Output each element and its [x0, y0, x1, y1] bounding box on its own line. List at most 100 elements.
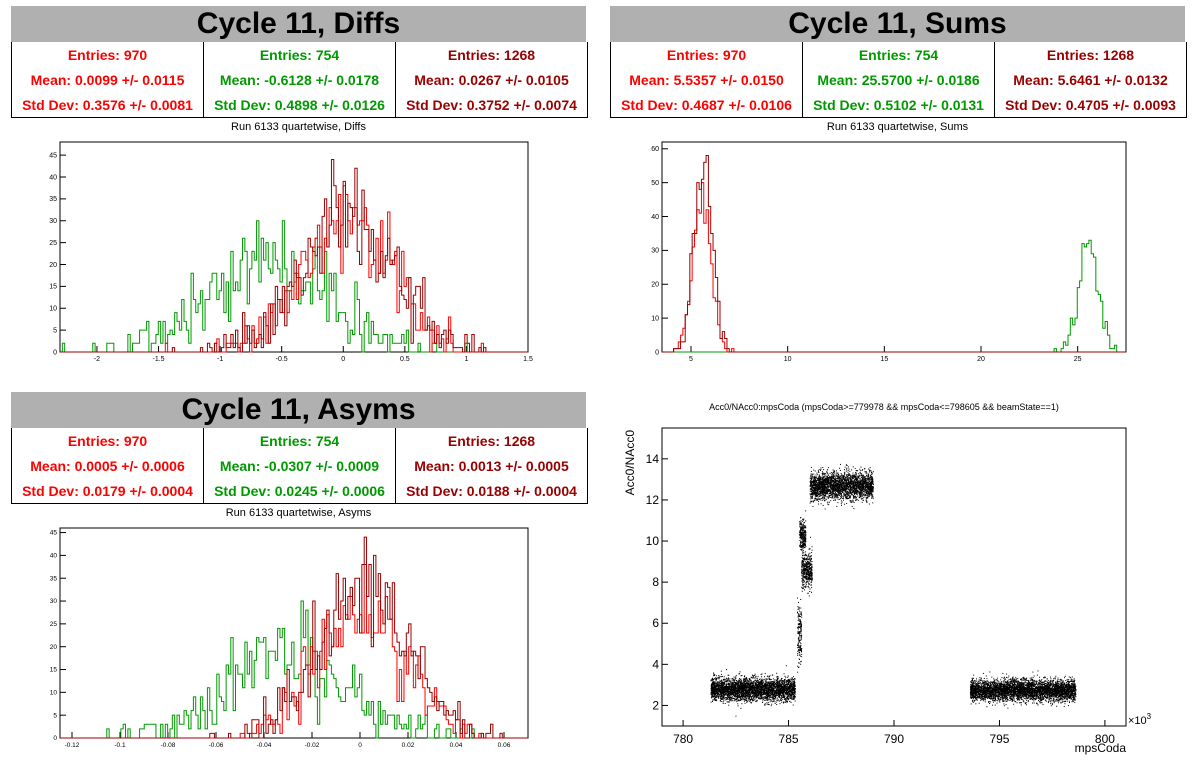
acc-ytick-label: 14 — [646, 452, 660, 466]
stat-entries: Entries: 754 — [259, 432, 340, 449]
stat-std: Std Dev: 0.4898 +/- 0.0126 — [214, 96, 385, 113]
sums-stats-green: Entries: 754 Mean: 25.5700 +/- 0.0186 St… — [803, 42, 995, 117]
asyms-ytick-label: 30 — [50, 598, 58, 605]
sums-ytick-label: 40 — [651, 214, 659, 221]
stat-entries: Entries: 754 — [858, 46, 939, 63]
asyms-xtick-label: -0.02 — [305, 742, 320, 749]
diffs-stats-box: Entries: 970 Mean: 0.0099 +/- 0.0115 Std… — [11, 42, 588, 118]
asyms-xtick-label: 0.06 — [498, 742, 511, 749]
stat-std: Std Dev: 0.3752 +/- 0.0074 — [406, 96, 577, 113]
asyms-ytick-label: 20 — [50, 644, 58, 651]
stat-mean: Mean: 0.0005 +/- 0.0006 — [30, 457, 185, 474]
stat-entries: Entries: 754 — [259, 46, 340, 63]
sums-stats-box: Entries: 970 Mean: 5.5357 +/- 0.0150 Std… — [610, 42, 1187, 118]
diffs-series-2 — [60, 159, 528, 353]
diffs-xtick-label: 0 — [341, 356, 345, 363]
diffs-xtick-label: -1 — [217, 356, 223, 363]
acc-xlabel: mpsCoda — [1075, 741, 1127, 755]
diffs-xtick-label: 0.5 — [400, 356, 410, 363]
sums-xtick-label: 10 — [784, 356, 792, 363]
diffs-title: Cycle 11, Diffs — [11, 6, 586, 42]
sums-frame — [661, 141, 1127, 353]
asyms-ytick-label: 0 — [53, 735, 57, 742]
acc-ylabel: Acc0/NAcc0 — [623, 430, 637, 496]
diffs-ytick-label: 0 — [53, 349, 57, 356]
asyms-stats-red: Entries: 970 Mean: 0.0005 +/- 0.0006 Std… — [12, 428, 204, 503]
acc-points — [710, 463, 1077, 717]
acc-x-exponent: ×103 — [1128, 712, 1152, 727]
diffs-ytick-label: 15 — [49, 284, 57, 291]
sums-xtick-label: 5 — [689, 356, 693, 363]
asyms-stats-green: Entries: 754 Mean: -0.0307 +/- 0.0009 St… — [204, 428, 396, 503]
acc-ytick-label: 2 — [652, 698, 659, 712]
stat-entries: Entries: 970 — [67, 432, 148, 449]
diffs-series-0 — [60, 220, 528, 353]
asyms-hist-title: Run 6133 quartetwise, Asyms — [225, 507, 372, 519]
diffs-ytick-label: 45 — [49, 152, 57, 159]
sums-ytick-label: 60 — [651, 146, 659, 153]
sums-stats-darkred: Entries: 1268 Mean: 5.6461 +/- 0.0132 St… — [995, 42, 1186, 117]
acc-xtick-label: 790 — [884, 732, 904, 746]
sums-ytick-label: 30 — [651, 248, 659, 255]
stat-entries: Entries: 970 — [666, 46, 747, 63]
diffs-ytick-label: 25 — [49, 240, 57, 247]
stat-std: Std Dev: 0.0179 +/- 0.0004 — [22, 482, 193, 499]
stat-std: Std Dev: 0.0245 +/- 0.0006 — [214, 482, 385, 499]
sums-series-2 — [662, 155, 1126, 353]
sums-histogram: 5 10 15 20 25 0 10 20 30 40 50 60 — [651, 141, 1127, 363]
acc-frame — [661, 427, 1127, 727]
asyms-series-2 — [60, 536, 528, 739]
asyms-xtick-label: 0 — [358, 742, 362, 749]
asyms-ytick-label: 45 — [50, 530, 58, 537]
diffs-stats-darkred: Entries: 1268 Mean: 0.0267 +/- 0.0105 St… — [396, 42, 587, 117]
asyms-frame — [59, 527, 529, 739]
diffs-xtick-label: 1.5 — [523, 356, 533, 363]
asyms-xtick-label: -0.12 — [65, 742, 80, 749]
asyms-xtick-label: -0.04 — [257, 742, 272, 749]
sums-xtick-label: 20 — [977, 356, 985, 363]
sums-stats-red: Entries: 970 Mean: 5.5357 +/- 0.0150 Std… — [611, 42, 803, 117]
diffs-ytick-label: 40 — [49, 174, 57, 181]
diffs-stats-red: Entries: 970 Mean: 0.0099 +/- 0.0115 Std… — [12, 42, 204, 117]
asyms-xtick-label: -0.06 — [209, 742, 224, 749]
acc-xtick-label: 785 — [779, 732, 799, 746]
diffs-histogram: -2 -1.5 -1 -0.5 0 0.5 1 1.5 0 5 10 15 20 25 30 35 40 45 — [49, 141, 533, 363]
diffs-ytick-label: 5 — [53, 327, 57, 334]
acc-ytick-label: 12 — [646, 493, 660, 507]
stat-mean: Mean: 25.5700 +/- 0.0186 — [817, 71, 980, 88]
asyms-xtick-label: 0.04 — [450, 742, 463, 749]
diffs-ytick-label: 30 — [49, 218, 57, 225]
asyms-histogram: -0.12 -0.1 -0.08 -0.06 -0.04 -0.02 0 0.02 0.04 0.… — [50, 527, 529, 749]
diffs-hist-title: Run 6133 quartetwise, Diffs — [231, 121, 366, 133]
sums-xtick-label: 25 — [1074, 356, 1082, 363]
asyms-ytick-label: 35 — [50, 575, 58, 582]
stat-entries: Entries: 1268 — [447, 46, 536, 63]
sums-ytick-label: 0 — [655, 349, 659, 356]
asyms-series-0 — [60, 600, 528, 739]
sums-ytick-label: 10 — [651, 315, 659, 322]
stat-mean: Mean: 0.0013 +/- 0.0005 — [414, 457, 569, 474]
sums-series-1 — [662, 182, 1126, 353]
diffs-xtick-label: -2 — [94, 356, 100, 363]
acc-ytick-label: 4 — [652, 657, 659, 671]
asyms-ytick-label: 5 — [53, 712, 57, 719]
diffs-ytick-label: 10 — [49, 306, 57, 313]
diffs-ytick-label: 35 — [49, 196, 57, 203]
asyms-xtick-label: -0.08 — [161, 742, 176, 749]
asyms-stats-darkred: Entries: 1268 Mean: 0.0013 +/- 0.0005 St… — [396, 428, 587, 503]
asyms-ytick-label: 15 — [50, 667, 58, 674]
sums-xtick-label: 15 — [880, 356, 888, 363]
asyms-series-1 — [60, 564, 528, 739]
sums-title: Cycle 11, Sums — [610, 6, 1185, 42]
stat-std: Std Dev: 0.5102 +/- 0.0131 — [813, 96, 984, 113]
stat-std: Std Dev: 0.3576 +/- 0.0081 — [22, 96, 193, 113]
asyms-stats-box: Entries: 970 Mean: 0.0005 +/- 0.0006 Std… — [11, 428, 588, 504]
asyms-xtick-label: 0.02 — [402, 742, 415, 749]
acc-ytick-label: 8 — [652, 575, 659, 589]
sums-ytick-label: 50 — [651, 180, 659, 187]
acc-xtick-label: 780 — [673, 732, 693, 746]
asyms-ytick-label: 40 — [50, 553, 58, 560]
asyms-ytick-label: 25 — [50, 621, 58, 628]
diffs-frame — [59, 141, 529, 353]
acc-xtick-label: 795 — [989, 732, 1009, 746]
